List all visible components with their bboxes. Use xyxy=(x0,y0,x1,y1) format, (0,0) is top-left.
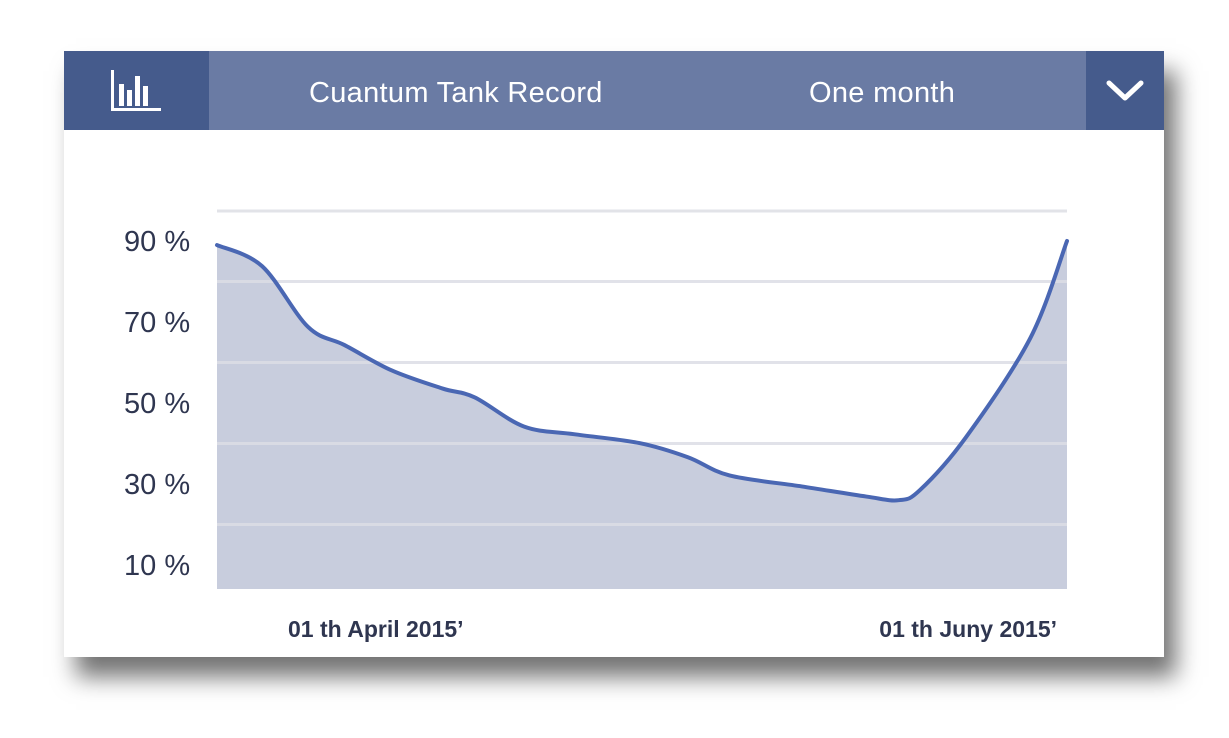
y-tick-label: 70 % xyxy=(124,307,190,339)
y-tick-label: 50 % xyxy=(124,388,190,420)
x-tick-label: 01 th April 2015’ xyxy=(288,616,464,642)
y-tick-label: 90 % xyxy=(124,226,190,258)
y-tick-label: 10 % xyxy=(124,550,190,582)
bar-chart-icon xyxy=(111,70,161,111)
chart-plot: 90 % 70 % 50 % 30 % 10 % 01 th April 2015’ 01 … xyxy=(124,209,1069,642)
y-tick-label: 30 % xyxy=(124,469,190,501)
period-selector-label[interactable]: One month xyxy=(809,77,956,109)
chart-title: Cuantum Tank Record xyxy=(309,77,603,109)
series-area-fill xyxy=(217,241,1067,589)
series-line xyxy=(215,239,1069,503)
chart-card: Cuantum Tank Record One month 90 % 70 % 50… xyxy=(64,51,1164,657)
chevron-down-icon xyxy=(1106,80,1144,101)
chart-icon-box[interactable] xyxy=(64,51,209,130)
x-tick-label: 01 th Juny 2015’ xyxy=(879,616,1057,642)
chart-header: Cuantum Tank Record One month xyxy=(64,51,1164,130)
period-dropdown-button[interactable] xyxy=(1086,51,1164,130)
